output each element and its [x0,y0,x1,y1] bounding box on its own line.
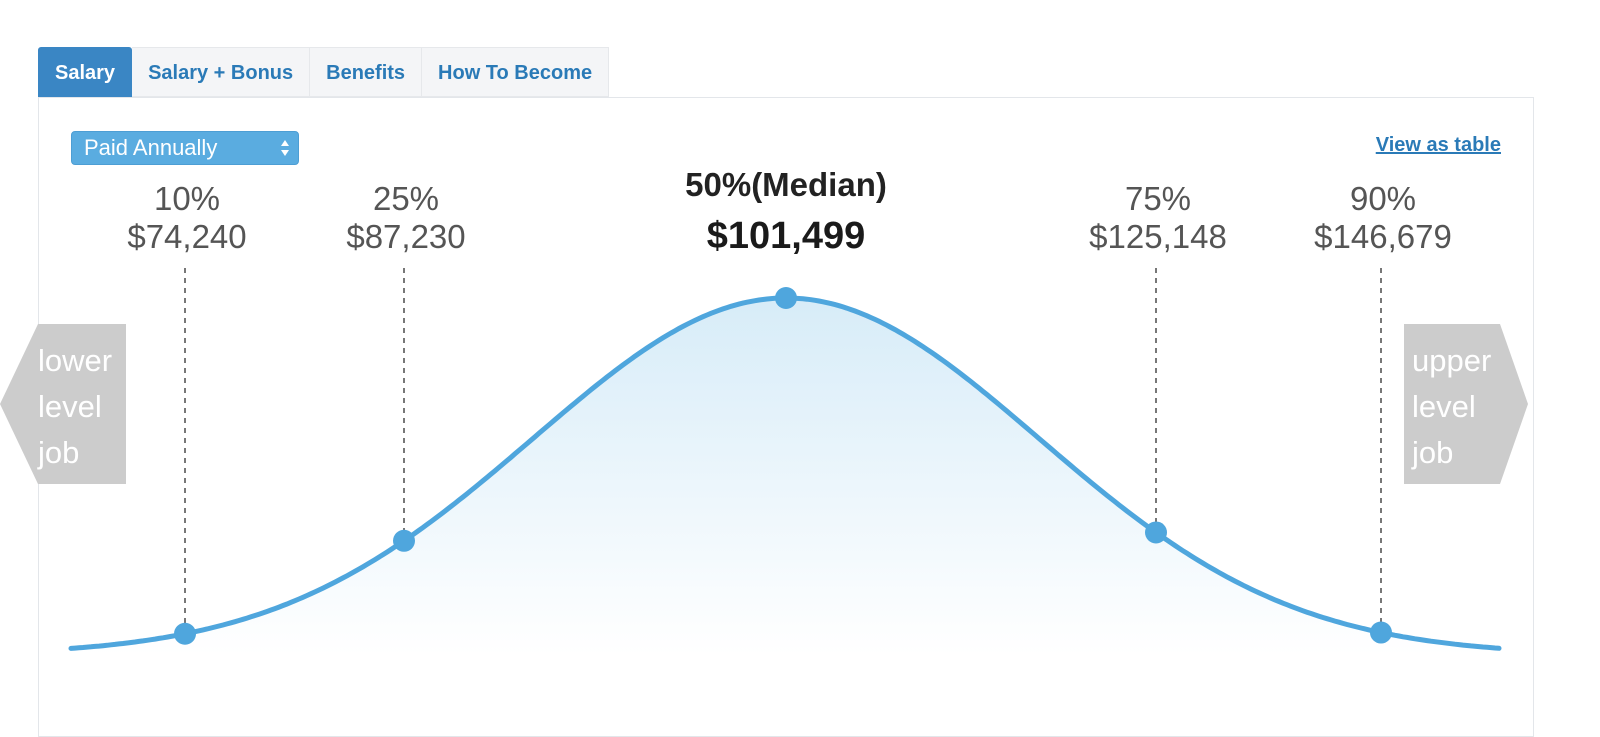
upper-level-line: level [1412,389,1476,424]
percentile-point [1370,621,1392,644]
left-arrow-icon [0,324,126,484]
percentile-label: 10% [154,180,220,217]
lower-level-line: job [38,435,80,470]
percentile-salary-value: $74,240 [127,218,246,255]
distribution-area [71,298,1501,655]
lower-level-line: lower [38,343,113,378]
percentile-label: 75% [1125,180,1191,217]
percentile-salary-value: $125,148 [1089,218,1227,255]
salary-distribution-chart: 10%$74,240 25%$87,230 50%(Median) $101,499 7… [68,166,1502,655]
select-arrows-icon [281,140,289,156]
percentile-point [775,287,797,309]
tab-salary[interactable]: Salary [38,47,133,97]
tab-benefits[interactable]: Benefits [310,47,423,97]
median-salary-value: $101,499 [707,215,866,257]
lower-level-job-button[interactable]: lower level job [0,324,126,484]
tab-salary-bonus[interactable]: Salary + Bonus [132,47,311,97]
lower-level-label: lower level job [38,338,112,476]
upper-level-label: upper level job [1412,338,1491,476]
tab-how-to-become[interactable]: How To Become [422,47,610,97]
upper-level-job-button[interactable]: upper level job [1404,324,1530,484]
percentile-label: 50%(Median) [685,166,887,203]
percentile-salary-value: $146,679 [1314,218,1452,255]
upper-level-line: job [1412,435,1454,470]
pay-period-value: Paid Annually [84,135,218,160]
view-as-table-link[interactable]: View as table [1375,134,1501,156]
percentile-point [393,529,415,552]
pay-period-select[interactable]: Paid Annually [71,131,299,165]
percentile-label: 90% [1350,180,1416,217]
upper-level-line: upper [1412,343,1492,378]
right-arrow-icon [1404,324,1528,484]
percentile-salary-value: $87,230 [346,218,465,255]
percentile-label: 25% [373,180,439,217]
lower-level-line: level [38,389,102,424]
percentile-point [174,622,196,645]
salary-tabs: Salary Salary + Bonus Benefits How To Be… [38,47,610,97]
percentile-point [1145,521,1167,544]
